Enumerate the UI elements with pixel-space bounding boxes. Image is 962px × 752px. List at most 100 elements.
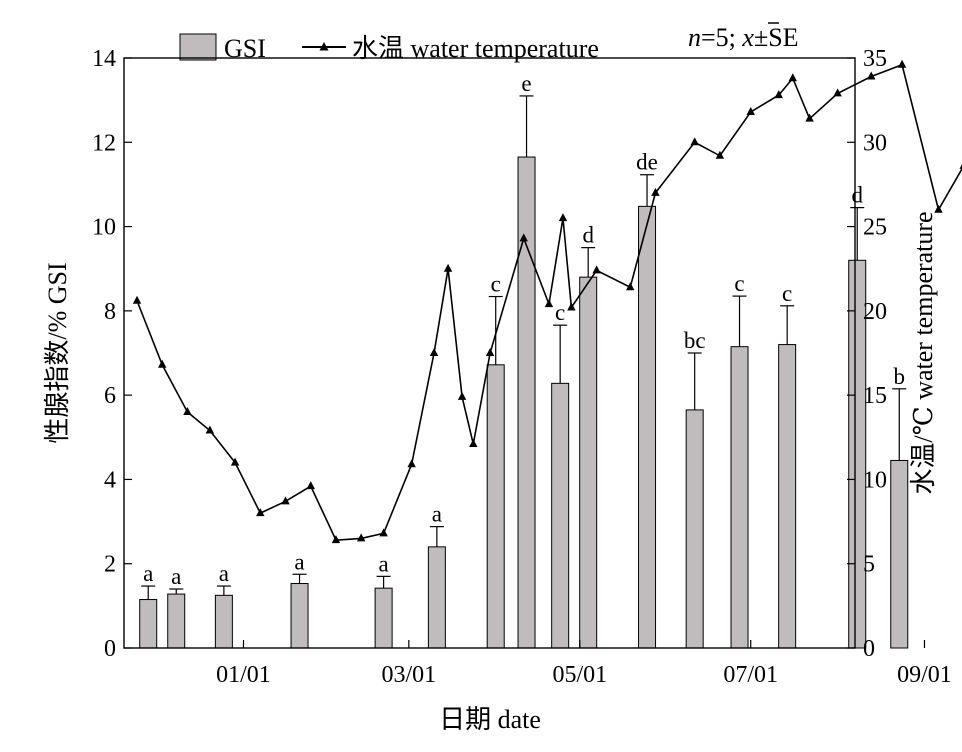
temperature-point-20: [567, 302, 576, 311]
left-tick-label-7: 14: [92, 46, 116, 72]
x-tick-label-3: 07/01: [723, 662, 778, 688]
gsi-bar-12: [730, 346, 749, 649]
temperature-point-1: [158, 359, 167, 368]
legend-triangle-marker-icon: [319, 42, 329, 51]
temperature-point-13: [443, 263, 453, 272]
x-axis: 01/01 03/01 05/01 07/01 09/01: [216, 640, 952, 688]
significance-label-5: a: [432, 502, 442, 527]
temperature-point-8: [331, 535, 341, 544]
significance-label-9: d: [582, 223, 594, 248]
x-tick-label-0: 01/01: [216, 662, 271, 688]
significance-labels: aaaaaacecddebcccdbaa: [143, 71, 906, 589]
temperature-point-21: [592, 265, 601, 274]
right-tick-label-2: 10: [863, 467, 887, 493]
gsi-bar-8: [551, 382, 570, 649]
gsi-bar-15: [890, 459, 909, 649]
significance-label-6: c: [491, 272, 501, 297]
gsi-bar-6: [486, 364, 505, 649]
left-tick-label-5: 10: [92, 215, 116, 241]
gsi-bar-13: [778, 344, 797, 649]
gsi-bar-4: [374, 587, 393, 649]
temperature-point-31: [867, 71, 876, 80]
right-tick-label-3: 15: [863, 383, 887, 409]
right-tick-label-5: 25: [863, 215, 887, 241]
temperature-point-5: [256, 508, 265, 517]
significance-label-8: c: [555, 300, 565, 325]
temperature-point-2: [183, 407, 192, 415]
left-tick-label-0: 0: [104, 636, 116, 662]
temperature-point-29: [805, 113, 814, 122]
temperature-point-27: [774, 90, 783, 99]
left-tick-label-1: 2: [104, 552, 116, 578]
right-tick-label-6: 30: [863, 130, 887, 156]
significance-label-7: e: [521, 71, 531, 96]
significance-label-14: d: [851, 183, 863, 208]
x-tick-label-1: 03/01: [381, 662, 436, 688]
gsi-bar-7: [517, 156, 536, 649]
annotation-mean-x: x: [741, 23, 754, 52]
significance-label-0: a: [143, 561, 153, 586]
significance-label-12: c: [734, 271, 744, 296]
temperature-point-32: [897, 59, 907, 68]
gsi-bar-10: [638, 205, 657, 649]
temperature-point-26: [746, 106, 755, 115]
gsi-bar-9: [579, 276, 598, 649]
plot-frame: [123, 57, 856, 649]
temperature-point-14: [457, 391, 467, 400]
temperature-point-4: [230, 457, 240, 466]
right-tick-label-4: 20: [863, 299, 887, 325]
significance-label-3: a: [294, 549, 304, 574]
temperature-point-7: [306, 481, 315, 490]
water-temperature-line: [136, 63, 962, 541]
annotation-n-value: =5;: [701, 23, 742, 52]
temperature-point-23: [651, 187, 660, 196]
left-y-axis: 0 2 4 6 8 10 12 14: [92, 46, 132, 662]
gsi-bar-11: [685, 409, 704, 649]
gsi-bar-3: [290, 583, 309, 649]
temperature-point-33: [934, 204, 943, 213]
temperature-point-10: [379, 528, 388, 537]
temperature-point-15: [469, 439, 478, 448]
significance-label-1: a: [171, 564, 181, 589]
right-tick-label-7: 35: [863, 46, 887, 72]
temperature-point-12: [429, 348, 439, 356]
gsi-bar-1: [167, 593, 186, 649]
right-y-axis: 0 5 10 15 20 25 30 35: [847, 46, 887, 662]
water-temperature-series: [132, 59, 962, 544]
temperature-point-18: [544, 299, 554, 308]
annotation-se: ±SE: [754, 23, 799, 52]
left-tick-label-2: 4: [104, 467, 116, 493]
significance-label-13: c: [782, 281, 792, 306]
gsi-bar-0: [139, 599, 158, 649]
right-y-axis-title: 水温/℃ water temperature: [909, 211, 938, 494]
x-tick-label-4: 09/01: [897, 662, 952, 688]
temperature-point-34: [959, 164, 962, 169]
left-y-axis-title: 性腺指数/% GSI: [43, 262, 72, 443]
right-tick-label-0: 0: [863, 636, 875, 662]
temperature-point-3: [205, 425, 215, 434]
temperature-point-28: [788, 73, 797, 82]
sample-annotation: n=5; x±SE: [688, 23, 799, 52]
gsi-error-bars: [141, 95, 907, 600]
left-tick-label-6: 12: [92, 130, 116, 156]
gsi-bar-2: [214, 594, 233, 649]
significance-label-15: b: [894, 364, 906, 389]
x-tick-label-2: 05/01: [552, 662, 607, 688]
temperature-point-11: [407, 459, 416, 468]
significance-label-10: de: [636, 150, 658, 175]
significance-label-11: bc: [684, 328, 706, 353]
temperature-point-22: [626, 282, 635, 291]
temperature-point-24: [690, 137, 699, 146]
temperature-point-9: [356, 533, 366, 542]
gsi-bars: [139, 156, 909, 649]
temperature-point-17: [519, 233, 528, 242]
significance-label-2: a: [219, 561, 229, 586]
temperature-point-16: [485, 348, 495, 356]
gsi-bar-5: [427, 546, 446, 649]
x-axis-title: 日期 date: [439, 705, 541, 734]
left-tick-label-3: 6: [104, 383, 116, 409]
plot-border: [123, 57, 856, 649]
annotation-n: n: [688, 23, 701, 52]
legend-bar-swatch: [179, 33, 217, 61]
